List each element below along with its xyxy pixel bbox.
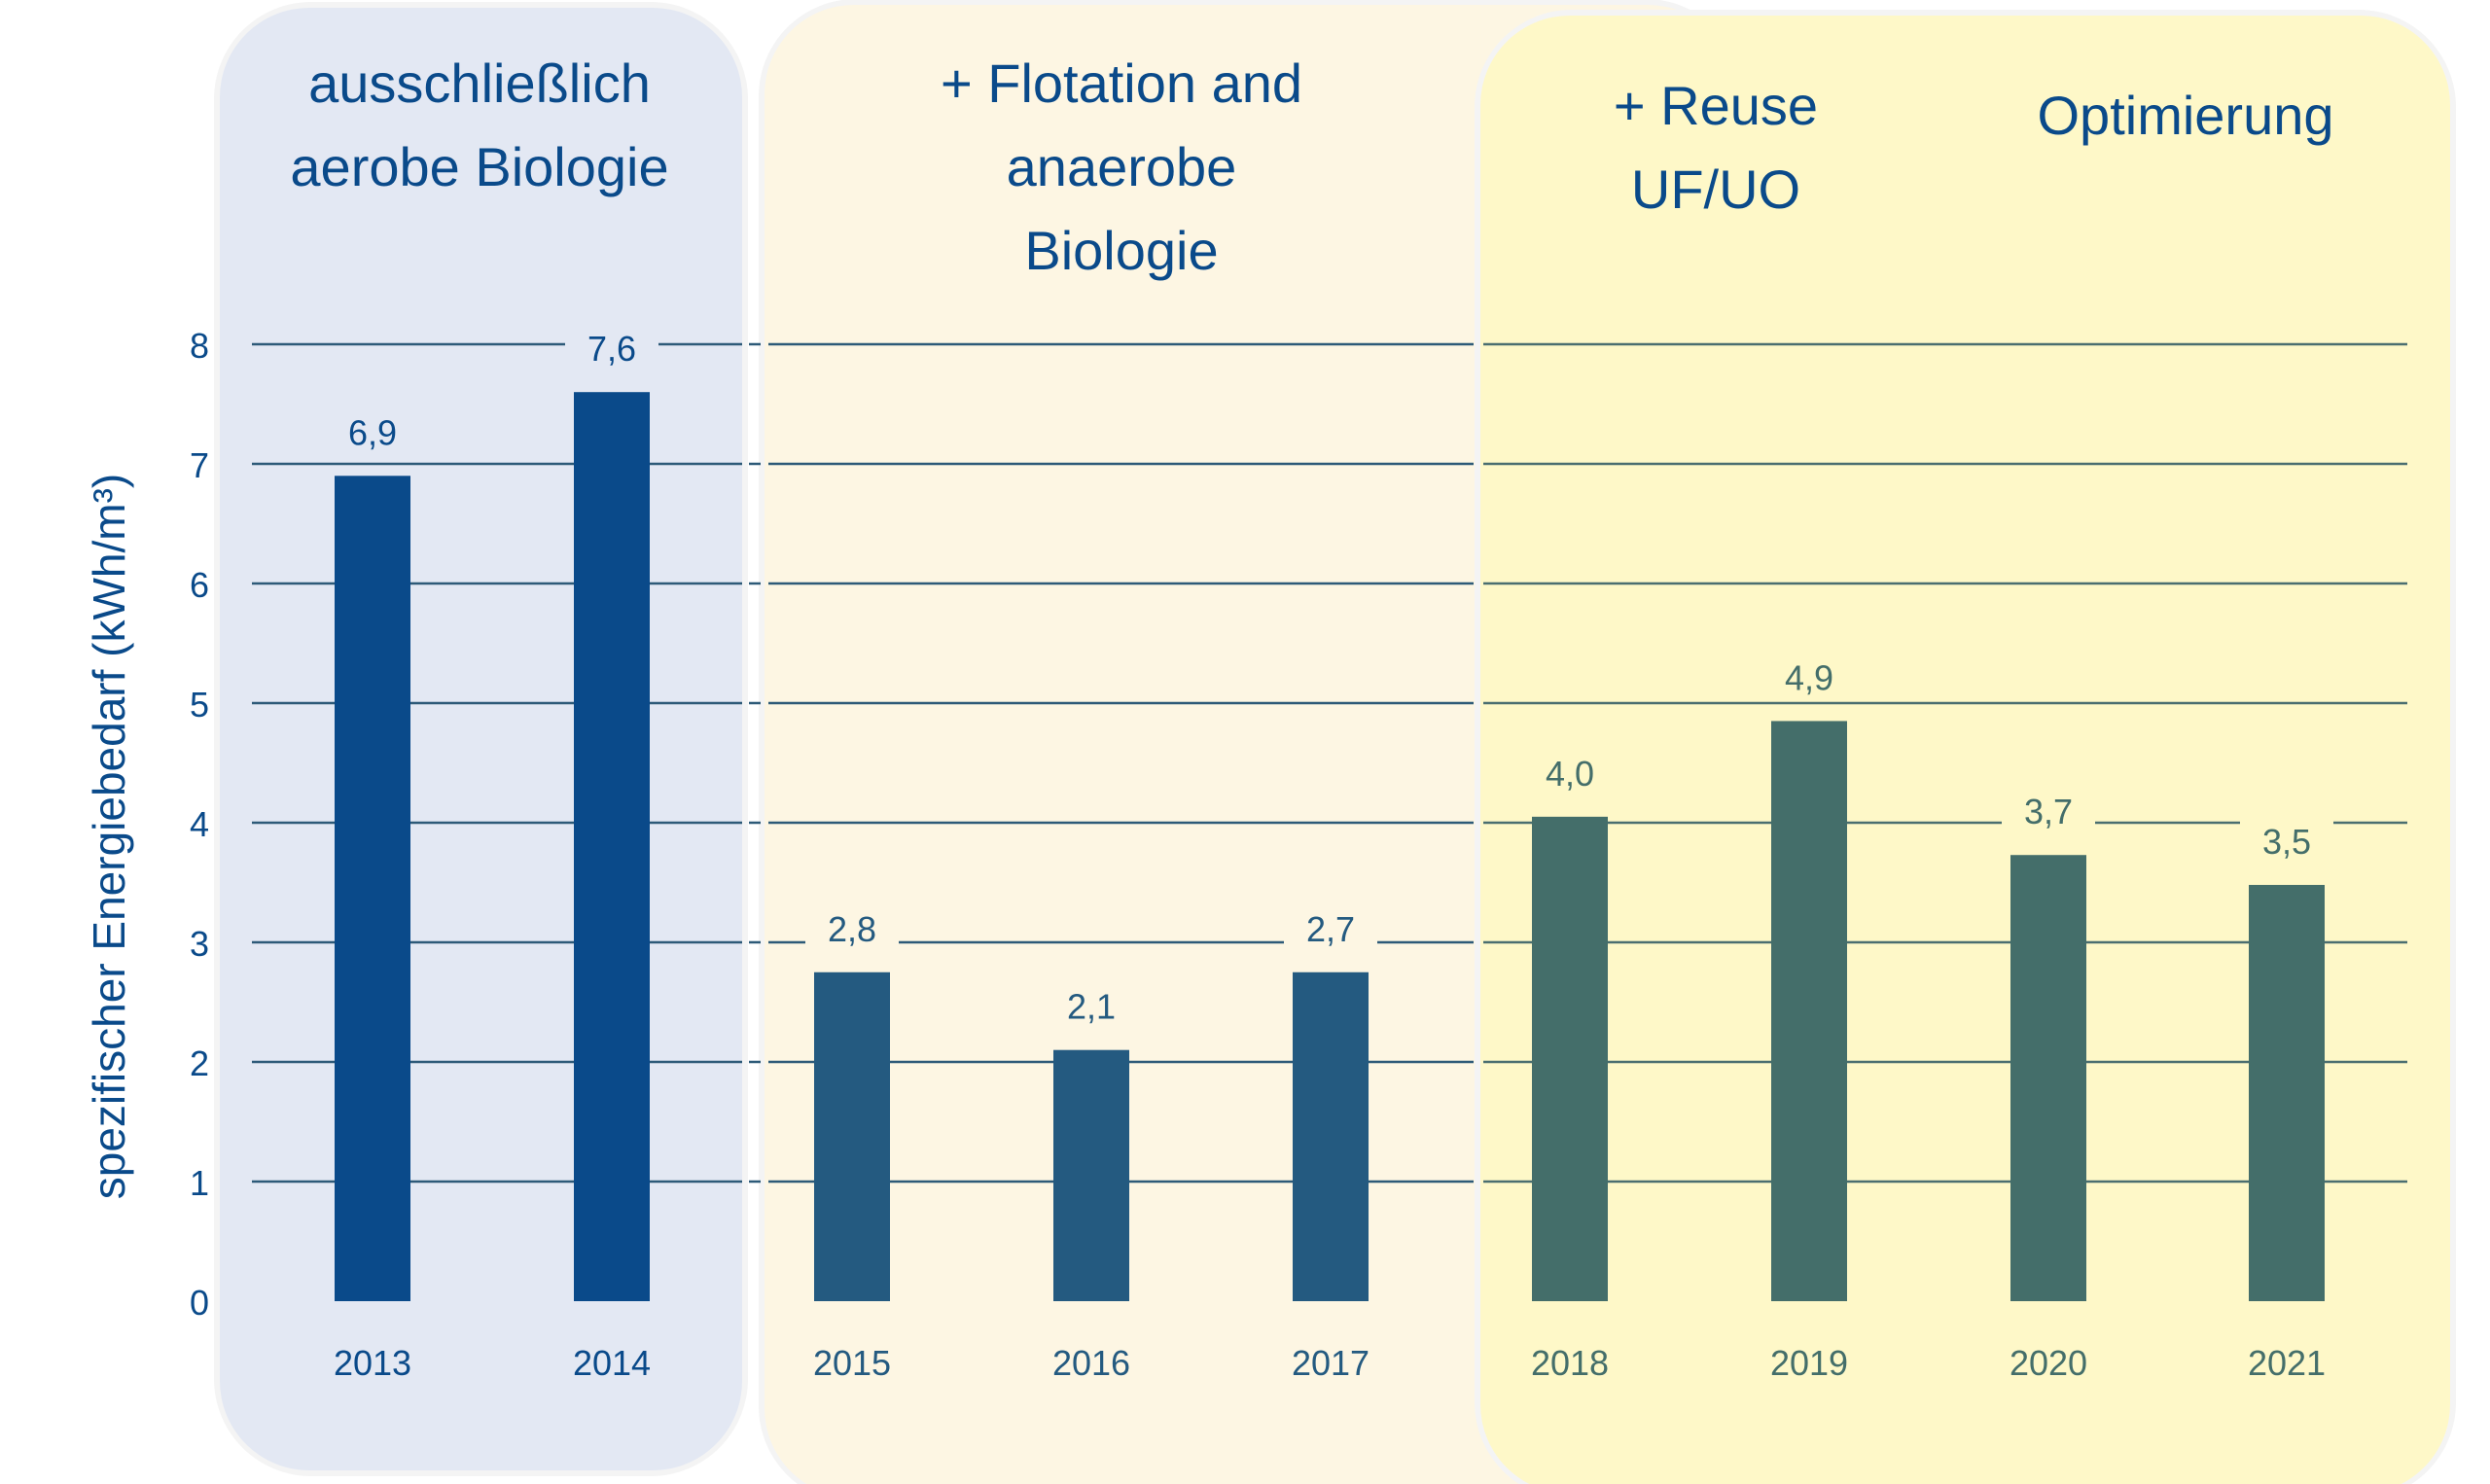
x-tick-label: 2021 [2248,1343,2326,1383]
data-label-bg [2002,787,2095,836]
phase-header: anaerobe [1007,136,1237,197]
data-label: 2,8 [828,909,876,949]
phase-header: + Flotation and [941,53,1302,114]
data-label: 3,7 [2024,792,2073,831]
data-label-bg [1523,748,1617,797]
data-label: 4,0 [1546,754,1594,794]
data-label: 7,6 [587,329,636,369]
y-tick-label: 2 [190,1043,209,1083]
phase-header: Optimierung [2037,85,2333,146]
phase-panel-1 [220,8,742,1470]
phase-header: Biologie [1024,220,1218,281]
y-tick-label: 0 [190,1283,209,1323]
x-tick-label: 2016 [1052,1343,1130,1383]
y-tick-label: 3 [190,924,209,964]
data-label: 3,5 [2262,822,2311,862]
data-label: 2,7 [1306,909,1355,949]
y-tick-label: 5 [190,685,209,724]
y-tick-label: 8 [190,326,209,366]
y-tick-label: 6 [190,565,209,605]
bar-2017 [1293,972,1369,1301]
bar-2020 [2010,855,2086,1301]
data-label-bg [565,324,658,373]
data-label-bg [326,407,419,457]
x-tick-label: 2020 [2010,1343,2087,1383]
y-tick-label: 1 [190,1163,209,1203]
data-label: 6,9 [348,412,397,452]
x-tick-label: 2018 [1531,1343,1609,1383]
bar-2018 [1532,816,1608,1301]
x-tick-label: 2015 [813,1343,891,1383]
y-tick-label: 7 [190,445,209,485]
x-tick-label: 2013 [334,1343,411,1383]
data-label-bg [1045,981,1138,1031]
bar-2021 [2249,884,2325,1301]
y-axis-label: spezifischer Energiebedarf (kWh/m³) [84,474,134,1199]
x-tick-label: 2019 [1770,1343,1848,1383]
phase-header: aerobe Biologie [290,136,668,197]
x-tick-label: 2014 [573,1343,651,1383]
bar-2015 [814,972,890,1301]
data-label-bg [1284,903,1377,953]
bar-2013 [335,476,410,1301]
phase-panel-3 [1480,16,2450,1484]
data-label-bg [2240,816,2333,866]
bar-2014 [574,392,650,1301]
phase-header: + Reuse [1614,75,1818,136]
data-label-bg [805,903,899,953]
data-label-bg [1762,653,1856,702]
phase-header: ausschließlich [308,53,651,114]
y-tick-label: 4 [190,804,209,844]
data-label: 2,1 [1067,987,1116,1027]
x-tick-label: 2017 [1292,1343,1370,1383]
phase-header: UF/UO [1631,159,1800,220]
data-label: 4,9 [1785,657,1833,697]
bar-2016 [1053,1049,1129,1301]
bar-2019 [1771,721,1847,1301]
